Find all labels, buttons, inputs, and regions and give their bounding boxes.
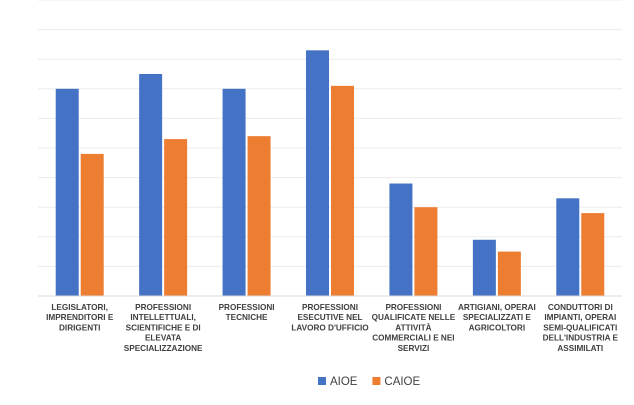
category-label-line: ASSIMILATI bbox=[557, 344, 603, 353]
category-label: PROFESSIONI TECNICHE bbox=[219, 303, 275, 322]
category-label: ARTIGIANI, OPERAI SPECIALIZZATI E AGRICOLT… bbox=[458, 303, 536, 332]
category-label: PROFESSIONI QUALIFICATE NELLE ATTIVITÀ COMM… bbox=[372, 303, 456, 353]
legend-swatch-caioe bbox=[372, 377, 381, 385]
bar-aioe-4 bbox=[306, 50, 329, 296]
category-label-line: PROFESSIONI bbox=[219, 303, 275, 312]
category-label-line: IMPRENDITORI E bbox=[46, 313, 114, 322]
category-label: LEGISLATORI, IMPRENDITORI E DIRIGENTI bbox=[46, 303, 114, 332]
category-label: PROFESSIONI INTELLETTUALI, SCIENTIFICHE E … bbox=[124, 303, 203, 353]
bar-aioe-1 bbox=[55, 88, 79, 296]
bars bbox=[55, 50, 605, 296]
bar-caioe-3 bbox=[247, 136, 271, 296]
category-label-line: INTELLETTUALI, bbox=[130, 313, 196, 322]
category-label-line: COMMERCIALI E NEI bbox=[372, 334, 454, 343]
legend-swatch-aioe bbox=[318, 377, 326, 385]
category-label-line: IMPIANTI, OPERAI bbox=[544, 313, 616, 322]
category-label-line: LEGISLATORI, bbox=[51, 303, 108, 312]
category-label-line: SEMI-QUALIFICATI bbox=[543, 323, 617, 332]
category-label-line: SCIENTIFICHE E DI bbox=[126, 323, 201, 332]
legend: AIOE CAIOE bbox=[318, 376, 421, 388]
category-label-line: SPECIALIZZATI E bbox=[463, 313, 532, 322]
gridlines bbox=[38, 0, 622, 267]
bar-aioe-2 bbox=[139, 74, 163, 296]
category-label-line: PROFESSIONI bbox=[385, 303, 441, 312]
bar-caioe-2 bbox=[164, 139, 188, 296]
legend-label-aioe: AIOE bbox=[330, 376, 358, 388]
bar-caioe-5 bbox=[414, 207, 438, 296]
category-label-line: ATTIVITÀ bbox=[395, 322, 431, 332]
category-label-line: AGRICOLTORI bbox=[469, 323, 526, 332]
bar-caioe-6 bbox=[497, 251, 521, 296]
category-label-line: ELEVATA bbox=[145, 334, 181, 343]
category-label-line: ESECUTIVE NEL bbox=[297, 313, 362, 322]
bar-caioe-7 bbox=[581, 213, 605, 296]
category-labels: LEGISLATORI, IMPRENDITORI E DIRIGENTI PROFE… bbox=[46, 303, 618, 353]
bar-aioe-3 bbox=[222, 88, 246, 296]
category-label-line: DIRIGENTI bbox=[59, 323, 100, 332]
category-label-line: PROFESSIONI bbox=[302, 303, 358, 312]
bar-caioe-1 bbox=[80, 153, 104, 296]
category-label-line: CONDUTTORI DI bbox=[548, 303, 613, 312]
category-label: PROFESSIONI ESECUTIVE NEL LAVORO D'UFFICIO bbox=[291, 303, 369, 332]
category-label-line: TECNICHE bbox=[226, 313, 268, 322]
bar-aioe-5 bbox=[389, 183, 413, 296]
category-label-line: DELL'INDUSTRIA E bbox=[543, 334, 619, 343]
category-label: CONDUTTORI DI IMPIANTI, OPERAI SEMI-QUALIF… bbox=[543, 303, 619, 353]
legend-label-caioe: CAIOE bbox=[384, 376, 420, 388]
category-label-line: LAVORO D'UFFICIO bbox=[291, 323, 369, 332]
category-label-line: ARTIGIANI, OPERAI bbox=[458, 303, 536, 312]
category-label-line: SERVIZI bbox=[398, 344, 430, 353]
category-label-line: QUALIFICATE NELLE bbox=[372, 313, 456, 322]
category-label-line: SPECIALIZZAZIONE bbox=[124, 344, 203, 353]
bar-aioe-6 bbox=[472, 239, 496, 296]
category-label-line: PROFESSIONI bbox=[135, 303, 191, 312]
bar-aioe-7 bbox=[556, 198, 580, 296]
bar-caioe-4 bbox=[331, 85, 354, 296]
